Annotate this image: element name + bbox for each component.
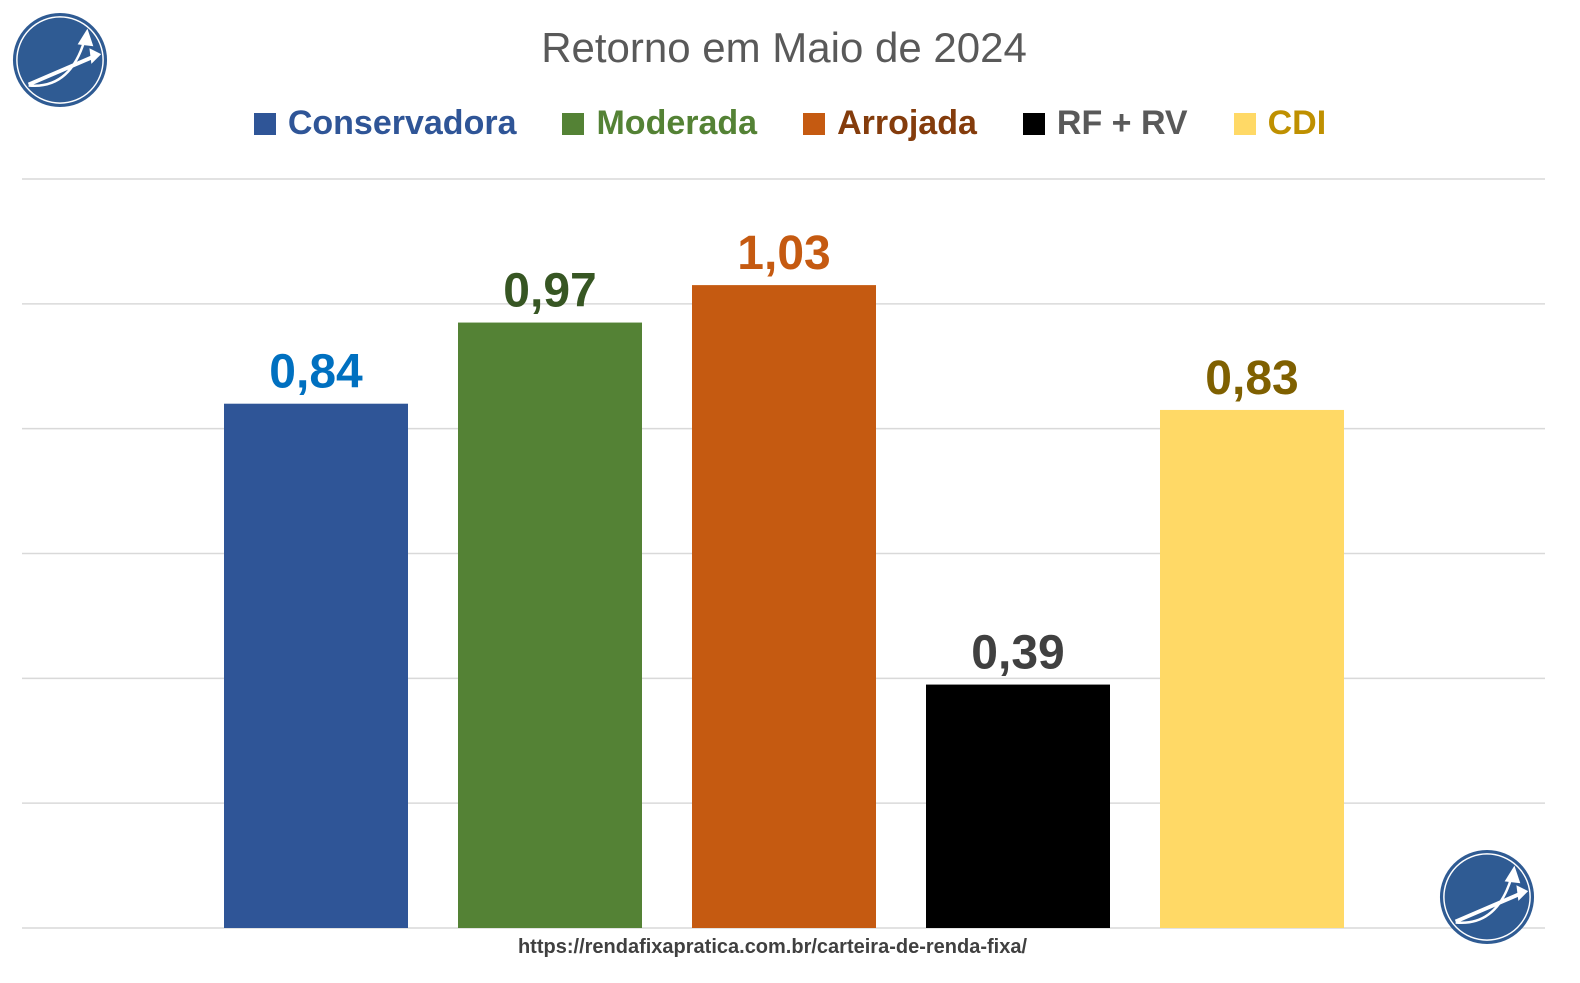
legend-item: RF + RV [1022,104,1188,143]
legend-label: Conservadora [287,104,517,142]
legend-swatch [1022,112,1045,135]
chart-title: Retorno em Maio de 2024 [541,24,1027,71]
legend-label: CDI [1267,104,1327,142]
data-label: 0,83 [1205,352,1298,405]
bar-cdi [1160,409,1344,929]
logo-icon [1439,849,1535,945]
legend-label: RF + RV [1056,104,1188,142]
data-label: 1,03 [737,227,830,280]
legend-item: Moderada [562,104,757,143]
data-label: 0,97 [503,265,596,318]
legend-label: Moderada [596,104,758,142]
legend-item: Arrojada [803,104,977,143]
legend-swatch [803,112,826,135]
data-label: 0,39 [971,627,1064,680]
legend-swatch [253,112,276,135]
bar-conservadora [224,403,408,928]
bar-arrojada [692,285,876,928]
source-url[interactable]: https://rendafixapratica.com.br/carteira… [517,936,1028,958]
legend-swatch [562,112,585,135]
bar-moderada [458,322,642,928]
bar-rf-rv [926,684,1110,928]
legend: Conservadora Moderada Arrojada RF + RV CDI [0,104,1580,143]
legend-label: Arrojada [837,104,977,142]
legend-item: CDI [1233,104,1327,143]
data-label: 0,84 [269,346,363,399]
logo-icon [12,12,108,108]
legend-swatch [1233,112,1256,135]
legend-item: Conservadora [253,104,517,143]
